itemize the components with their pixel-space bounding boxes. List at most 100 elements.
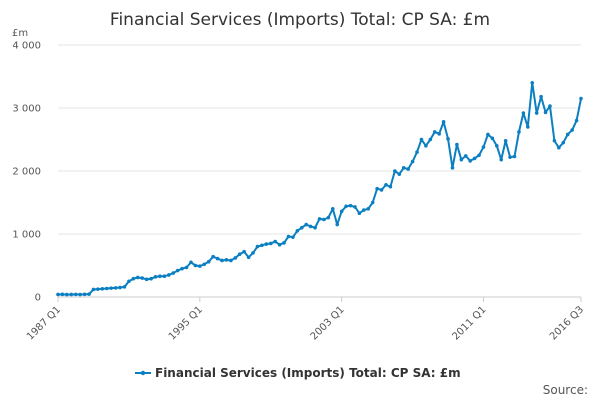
- data-point[interactable]: [490, 136, 495, 141]
- data-point[interactable]: [517, 130, 521, 134]
- data-point[interactable]: [73, 292, 78, 297]
- data-point[interactable]: [304, 222, 309, 227]
- data-point[interactable]: [393, 169, 397, 173]
- data-point[interactable]: [317, 217, 322, 221]
- data-point[interactable]: [499, 157, 504, 162]
- data-point[interactable]: [441, 120, 446, 124]
- data-point[interactable]: [557, 145, 561, 150]
- data-point[interactable]: [313, 225, 317, 230]
- data-point[interactable]: [397, 172, 402, 176]
- data-point[interactable]: [468, 159, 472, 163]
- data-point[interactable]: [246, 255, 251, 260]
- data-point[interactable]: [237, 252, 242, 256]
- data-point[interactable]: [326, 215, 331, 220]
- data-point[interactable]: [410, 159, 415, 164]
- data-point[interactable]: [561, 140, 566, 145]
- data-point[interactable]: [463, 154, 468, 158]
- data-point[interactable]: [140, 276, 145, 280]
- data-point[interactable]: [277, 242, 282, 247]
- data-point[interactable]: [291, 235, 295, 239]
- data-point[interactable]: [131, 276, 136, 281]
- data-point[interactable]: [548, 104, 552, 108]
- data-point[interactable]: [344, 204, 348, 209]
- data-point[interactable]: [512, 154, 517, 159]
- data-point[interactable]: [96, 287, 100, 291]
- data-point[interactable]: [273, 239, 277, 244]
- data-point[interactable]: [357, 211, 362, 216]
- data-point[interactable]: [69, 292, 74, 297]
- data-point[interactable]: [189, 260, 193, 265]
- data-point[interactable]: [144, 277, 149, 282]
- data-point[interactable]: [215, 256, 220, 261]
- data-point[interactable]: [180, 266, 184, 271]
- data-point[interactable]: [153, 275, 158, 279]
- data-point[interactable]: [198, 264, 202, 268]
- data-point[interactable]: [574, 118, 579, 123]
- data-point[interactable]: [260, 243, 264, 248]
- data-point[interactable]: [472, 156, 477, 161]
- data-point[interactable]: [224, 258, 229, 262]
- data-point[interactable]: [530, 81, 535, 85]
- data-point[interactable]: [251, 251, 255, 255]
- data-point[interactable]: [543, 110, 548, 115]
- data-point[interactable]: [481, 145, 486, 149]
- data-point[interactable]: [286, 234, 291, 239]
- data-point[interactable]: [65, 292, 69, 297]
- data-point[interactable]: [82, 292, 87, 297]
- data-point[interactable]: [570, 128, 574, 132]
- data-point[interactable]: [455, 142, 459, 147]
- data-point[interactable]: [565, 132, 570, 137]
- data-point[interactable]: [446, 137, 450, 141]
- data-point[interactable]: [419, 137, 424, 142]
- data-point[interactable]: [406, 167, 410, 171]
- data-point[interactable]: [375, 186, 379, 191]
- data-point[interactable]: [432, 130, 437, 134]
- data-point[interactable]: [308, 224, 313, 229]
- data-point[interactable]: [78, 292, 82, 297]
- data-point[interactable]: [388, 184, 393, 189]
- data-point[interactable]: [282, 241, 286, 245]
- data-point[interactable]: [127, 279, 131, 284]
- data-point[interactable]: [424, 144, 428, 148]
- data-point[interactable]: [100, 287, 105, 291]
- data-point[interactable]: [202, 262, 207, 267]
- data-point[interactable]: [526, 125, 530, 129]
- data-point[interactable]: [503, 138, 508, 143]
- data-point[interactable]: [322, 217, 326, 222]
- data-point[interactable]: [118, 285, 122, 290]
- data-point[interactable]: [450, 166, 455, 170]
- data-point[interactable]: [255, 244, 260, 249]
- data-point[interactable]: [158, 274, 162, 279]
- data-point[interactable]: [184, 265, 189, 270]
- data-point[interactable]: [459, 157, 464, 162]
- data-point[interactable]: [171, 271, 176, 275]
- data-point[interactable]: [91, 287, 96, 292]
- data-point[interactable]: [379, 188, 384, 192]
- data-point[interactable]: [370, 200, 375, 205]
- data-point[interactable]: [428, 137, 433, 142]
- data-point[interactable]: [362, 208, 366, 212]
- data-point[interactable]: [211, 254, 215, 259]
- data-point[interactable]: [162, 274, 167, 279]
- data-point[interactable]: [415, 150, 419, 154]
- legend[interactable]: Financial Services (Imports) Total: CP S…: [135, 366, 461, 380]
- data-point[interactable]: [335, 222, 340, 227]
- data-point[interactable]: [122, 285, 127, 289]
- data-point[interactable]: [353, 205, 357, 209]
- data-point[interactable]: [348, 203, 353, 208]
- data-point[interactable]: [60, 292, 65, 297]
- data-point[interactable]: [220, 258, 224, 263]
- data-point[interactable]: [135, 275, 140, 280]
- data-point[interactable]: [339, 209, 344, 214]
- data-point[interactable]: [264, 242, 269, 246]
- data-point[interactable]: [295, 229, 300, 233]
- data-point[interactable]: [534, 111, 539, 115]
- data-point[interactable]: [104, 286, 109, 291]
- data-point[interactable]: [113, 286, 118, 290]
- data-point[interactable]: [299, 225, 304, 230]
- data-point[interactable]: [437, 132, 441, 136]
- data-point[interactable]: [167, 273, 171, 277]
- data-point[interactable]: [552, 138, 557, 143]
- data-point[interactable]: [229, 258, 233, 263]
- data-point[interactable]: [193, 263, 198, 268]
